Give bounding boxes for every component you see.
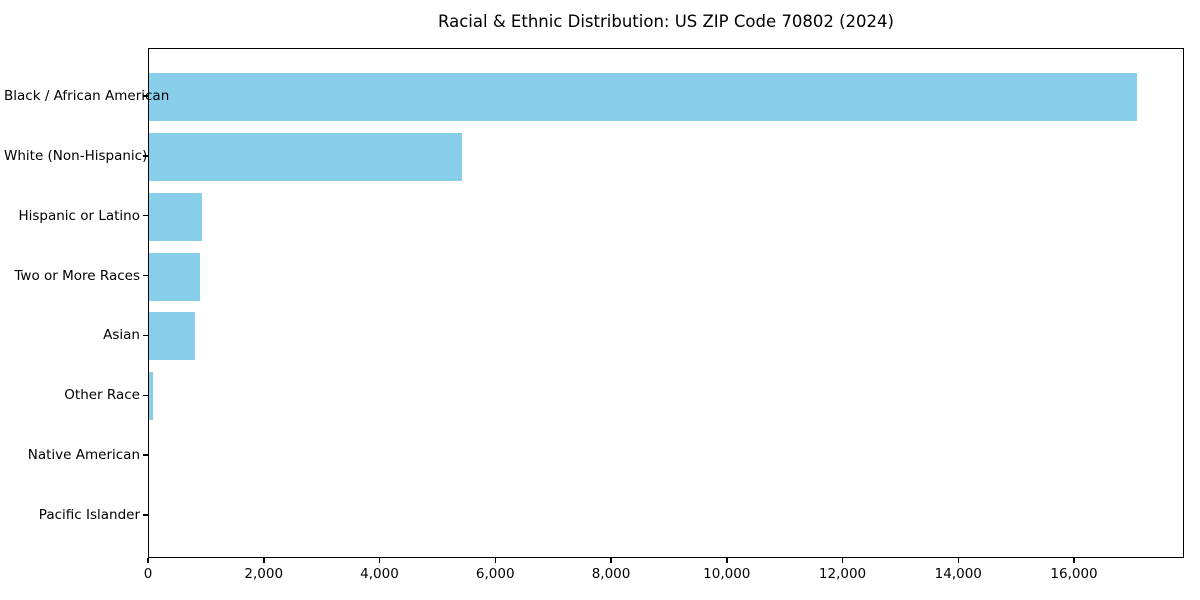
x-tick-mark — [957, 558, 960, 563]
x-tick-mark — [610, 558, 612, 563]
bar-white-non-hispanic — [149, 132, 462, 181]
bar-asian — [149, 312, 195, 361]
y-tick-label-pacific-islander: Pacific Islander — [38, 507, 140, 524]
y-tick-mark — [143, 394, 148, 397]
y-tick-label-two-or-more-races: Two or More Races — [14, 267, 140, 284]
x-tick-mark — [378, 558, 381, 563]
plot-area — [148, 48, 1184, 558]
x-tick-mark — [726, 558, 728, 563]
y-tick-mark — [143, 155, 148, 157]
y-tick-label-hispanic-or-latino: Hispanic or Latino — [18, 207, 140, 224]
y-tick-mark — [143, 334, 148, 337]
bar-other-race — [149, 372, 154, 421]
x-tick-label: 6,000 — [475, 566, 515, 582]
x-tick-mark — [1073, 558, 1075, 563]
bar-black-african-american — [149, 72, 1137, 121]
bar-hispanic-or-latino — [149, 192, 202, 241]
x-tick-label: 2,000 — [244, 566, 284, 582]
x-tick-mark — [263, 558, 265, 563]
y-tick-label-asian: Asian — [103, 327, 140, 344]
x-tick-label: 12,000 — [818, 566, 867, 582]
chart-title: Racial & Ethnic Distribution: US ZIP Cod… — [438, 12, 894, 31]
x-tick-label: 10,000 — [703, 566, 751, 582]
x-tick-label: 0 — [143, 566, 153, 582]
y-tick-label-other-race: Other Race — [64, 387, 140, 404]
x-tick-mark — [841, 558, 844, 563]
x-tick-mark — [147, 558, 149, 563]
y-tick-mark — [143, 454, 148, 456]
y-tick-mark — [143, 95, 148, 97]
x-tick-label: 14,000 — [934, 566, 982, 582]
y-tick-mark — [143, 274, 148, 277]
y-tick-label-black-african-american: Black / African American — [4, 87, 170, 104]
y-tick-label-white-non-hispanic: White (Non-Hispanic) — [4, 147, 148, 164]
x-tick-label: 4,000 — [360, 566, 399, 582]
y-tick-mark — [143, 214, 148, 217]
y-tick-label-native-american: Native American — [27, 447, 140, 464]
x-tick-mark — [494, 558, 496, 563]
y-tick-mark — [143, 514, 148, 516]
x-tick-label: 8,000 — [591, 566, 631, 582]
bar-two-or-more-races — [149, 252, 200, 301]
bars-layer — [149, 49, 1183, 557]
x-tick-label: 16,000 — [1050, 566, 1098, 582]
